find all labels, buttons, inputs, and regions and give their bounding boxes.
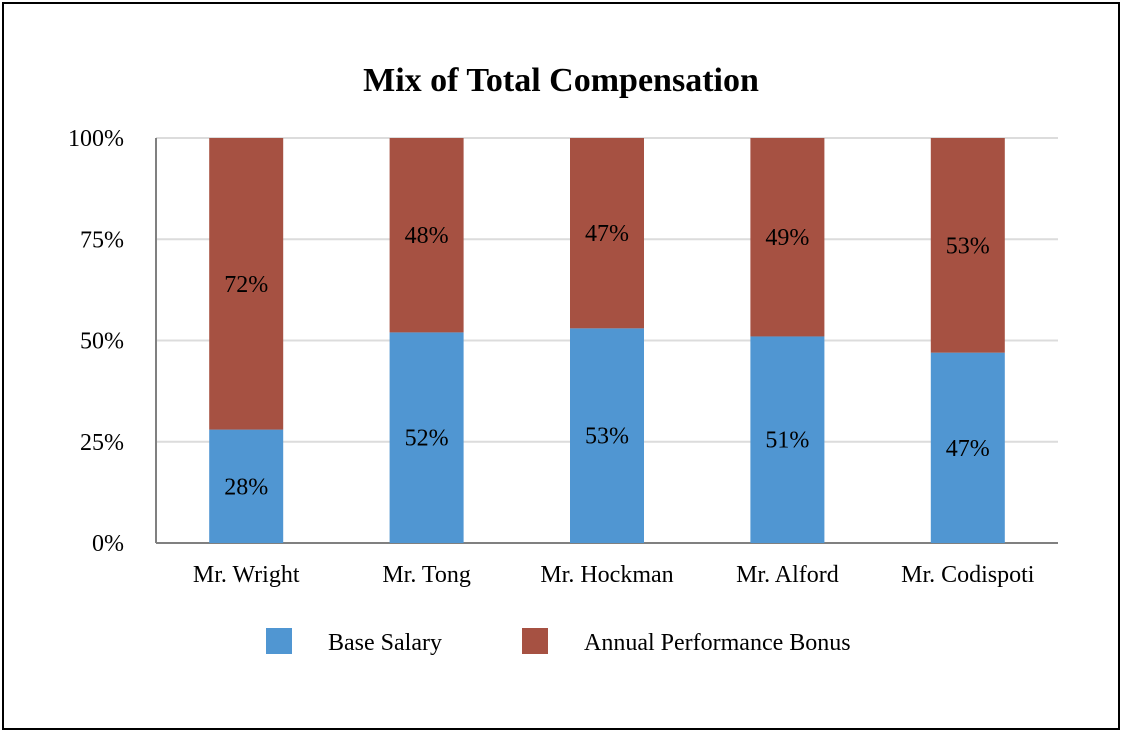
x-tick-label: Mr. Wright bbox=[193, 562, 300, 588]
y-tick-label: 25% bbox=[80, 430, 124, 456]
legend-label: Base Salary bbox=[328, 630, 442, 656]
y-tick-labels: 0% 25% 50% 75% 100% bbox=[68, 126, 124, 557]
legend-swatch bbox=[266, 628, 292, 654]
legend-swatch bbox=[522, 628, 548, 654]
x-tick-label: Mr. Codispoti bbox=[901, 562, 1035, 588]
data-label: 53% bbox=[946, 233, 990, 259]
bar-annual-performance-bonus bbox=[930, 138, 1005, 353]
chart-title: Mix of Total Compensation bbox=[363, 62, 759, 99]
x-tick-labels: Mr. Wright Mr. Tong Mr. Hockman Mr. Alford M… bbox=[193, 562, 1035, 588]
data-label: 48% bbox=[405, 223, 449, 249]
data-label: 51% bbox=[765, 428, 809, 454]
bar-base-salary bbox=[570, 328, 644, 543]
data-label: 47% bbox=[585, 221, 629, 247]
y-tick-label: 0% bbox=[92, 531, 124, 557]
bar-annual-performance-bonus bbox=[209, 138, 284, 430]
x-tick-label: Mr. Tong bbox=[382, 562, 471, 588]
data-label: 52% bbox=[405, 426, 449, 452]
x-tick-label: Mr. Hockman bbox=[540, 562, 673, 588]
x-tick-label: Mr. Alford bbox=[736, 562, 839, 588]
y-tick-label: 75% bbox=[80, 227, 124, 253]
legend: Base Salary Annual Performance Bonus bbox=[266, 628, 851, 656]
bar-annual-performance-bonus bbox=[389, 138, 464, 333]
bar-base-salary bbox=[389, 332, 464, 543]
data-label: 49% bbox=[765, 225, 809, 251]
bar-base-salary bbox=[209, 429, 284, 543]
y-tick-label: 100% bbox=[68, 126, 124, 152]
bars bbox=[209, 138, 1005, 543]
data-label: 47% bbox=[946, 436, 990, 462]
data-label: 72% bbox=[224, 272, 268, 298]
bar-annual-performance-bonus bbox=[570, 138, 644, 329]
data-label: 53% bbox=[585, 424, 629, 450]
data-labels: 28% 72% 52% 48% 53% 47% 51% 49% 47% 53% bbox=[224, 221, 990, 500]
y-tick-label: 50% bbox=[80, 329, 124, 355]
bar-annual-performance-bonus bbox=[750, 138, 825, 337]
bar-base-salary bbox=[750, 336, 825, 543]
legend-label: Annual Performance Bonus bbox=[584, 630, 851, 656]
bar-base-salary bbox=[930, 352, 1005, 543]
data-label: 28% bbox=[224, 474, 268, 500]
